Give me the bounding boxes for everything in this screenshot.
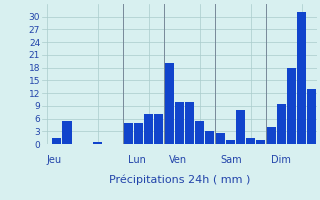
Bar <box>226 140 235 144</box>
Text: Dim: Dim <box>271 155 291 165</box>
Bar <box>134 123 143 144</box>
Bar <box>175 102 184 144</box>
Text: Sam: Sam <box>220 155 242 165</box>
Bar <box>297 12 306 144</box>
Bar <box>215 133 225 144</box>
Text: Précipitations 24h ( mm ): Précipitations 24h ( mm ) <box>108 175 250 185</box>
Bar <box>164 63 173 144</box>
Text: Jeu: Jeu <box>47 155 62 165</box>
Bar <box>256 140 265 144</box>
Bar <box>144 114 153 144</box>
Bar <box>266 127 276 144</box>
Bar <box>307 89 316 144</box>
Bar <box>93 142 102 144</box>
Bar <box>52 138 61 144</box>
Bar <box>124 123 133 144</box>
Bar <box>287 68 296 144</box>
Text: Lun: Lun <box>128 155 146 165</box>
Bar <box>154 114 164 144</box>
Bar <box>276 104 286 144</box>
Bar <box>185 102 194 144</box>
Bar <box>205 131 214 144</box>
Text: Ven: Ven <box>169 155 187 165</box>
Bar <box>236 110 245 144</box>
Bar <box>62 121 72 144</box>
Bar <box>246 138 255 144</box>
Bar <box>195 121 204 144</box>
